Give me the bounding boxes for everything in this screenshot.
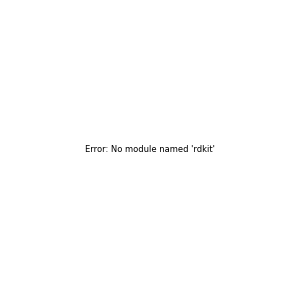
Text: Error: No module named 'rdkit': Error: No module named 'rdkit': [85, 146, 215, 154]
